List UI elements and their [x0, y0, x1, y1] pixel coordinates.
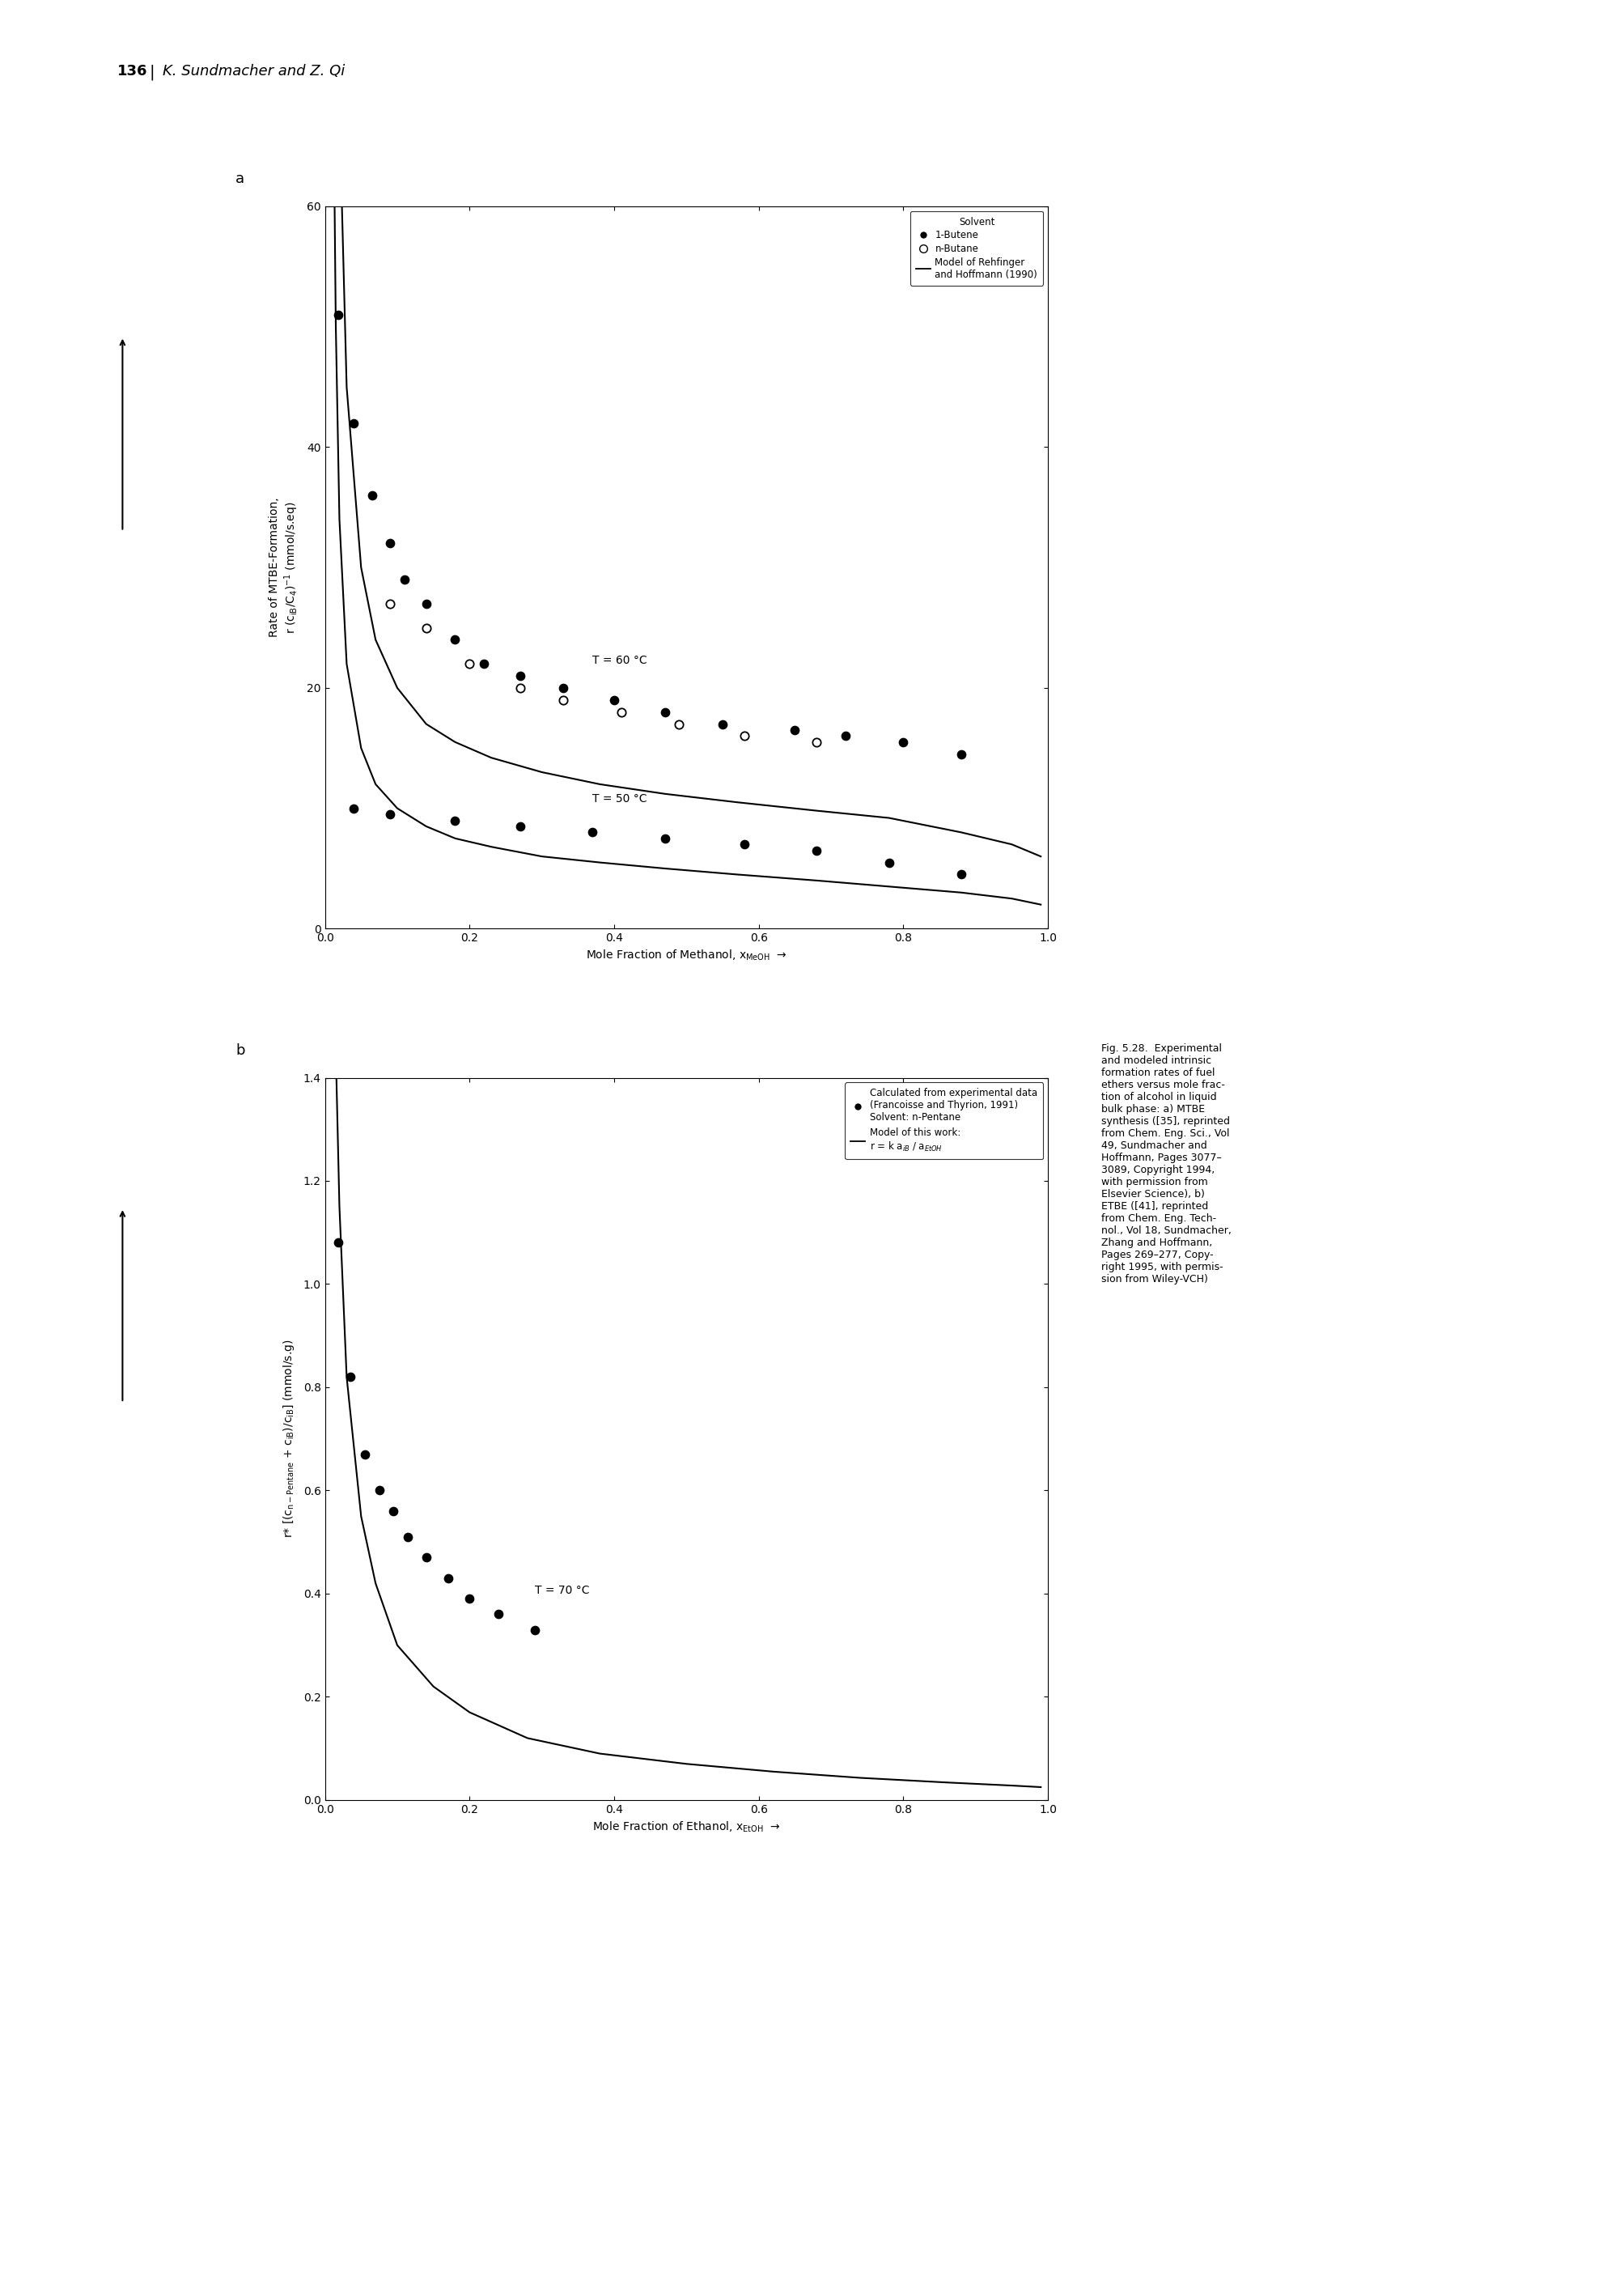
Text: Fig. 5.28.  Experimental
and modeled intrinsic
formation rates of fuel
ethers ve: Fig. 5.28. Experimental and modeled intr…: [1101, 1043, 1231, 1284]
Point: [412, 585, 438, 621]
Point: [325, 296, 351, 332]
Point: [875, 844, 901, 881]
Text: a: a: [235, 172, 245, 186]
Text: K. Sundmacher and Z. Qi: K. Sundmacher and Z. Qi: [162, 64, 344, 78]
Text: |: |: [149, 64, 154, 80]
Point: [580, 814, 606, 851]
Point: [551, 681, 577, 718]
Text: T = 70 °C: T = 70 °C: [534, 1584, 590, 1596]
Point: [412, 610, 438, 647]
Point: [456, 647, 482, 683]
X-axis label: Mole Fraction of Methanol, x$_\mathregular{MeOH}$  →: Mole Fraction of Methanol, x$_\mathregul…: [586, 949, 786, 963]
Point: [365, 1472, 391, 1509]
Text: 136: 136: [117, 64, 148, 78]
Point: [391, 562, 417, 598]
Point: [380, 1493, 406, 1529]
Point: [651, 821, 677, 858]
Text: T = 60 °C: T = 60 °C: [593, 656, 646, 667]
Point: [804, 832, 830, 869]
Point: [435, 1559, 461, 1596]
Point: [804, 725, 830, 761]
Point: [377, 585, 403, 621]
Legend: Calculated from experimental data
(Francoisse and Thyrion, 1991)
Solvent: n-Pent: Calculated from experimental data (Franc…: [844, 1082, 1043, 1158]
Point: [607, 692, 633, 729]
Point: [325, 1224, 351, 1261]
Point: [341, 406, 367, 443]
Point: [377, 796, 403, 832]
Point: [507, 670, 533, 706]
Point: [521, 1612, 547, 1649]
Point: [471, 647, 497, 683]
Point: [666, 706, 692, 743]
Point: [781, 711, 807, 748]
Point: [948, 736, 974, 773]
Text: b: b: [235, 1043, 245, 1057]
Point: [948, 855, 974, 892]
Point: [442, 803, 468, 839]
Point: [710, 706, 736, 743]
Y-axis label: Rate of MTBE-Formation,
r (c$_\mathregular{iB}$/C$_\mathregular{4}$)$^{-1}$ (mmo: Rate of MTBE-Formation, r (c$_\mathregul…: [268, 498, 300, 637]
Point: [551, 670, 577, 706]
Point: [338, 1357, 364, 1394]
Point: [601, 681, 627, 718]
Point: [351, 1435, 377, 1472]
Legend: 1-Butene, n-Butane, Model of Rehfinger
and Hoffmann (1990): 1-Butene, n-Butane, Model of Rehfinger a…: [909, 211, 1043, 284]
Point: [395, 1518, 421, 1555]
Point: [651, 692, 677, 729]
Point: [456, 1580, 482, 1617]
Point: [507, 658, 533, 695]
Point: [359, 477, 385, 514]
Point: [890, 725, 916, 761]
Text: T = 50 °C: T = 50 °C: [593, 793, 646, 805]
Point: [731, 825, 757, 862]
Point: [442, 621, 468, 658]
Y-axis label: r* [(c$_\mathregular{n-Pentane}$ + c$_\mathregular{iB}$)/c$_\mathregular{iB}$] (: r* [(c$_\mathregular{n-Pentane}$ + c$_\m…: [283, 1339, 296, 1539]
Point: [507, 807, 533, 844]
X-axis label: Mole Fraction of Ethanol, x$_\mathregular{EtOH}$  →: Mole Fraction of Ethanol, x$_\mathregula…: [593, 1821, 780, 1834]
Point: [412, 1539, 438, 1575]
Point: [341, 789, 367, 828]
Point: [731, 718, 757, 754]
Point: [377, 525, 403, 562]
Point: [486, 1596, 512, 1633]
Point: [831, 718, 857, 754]
